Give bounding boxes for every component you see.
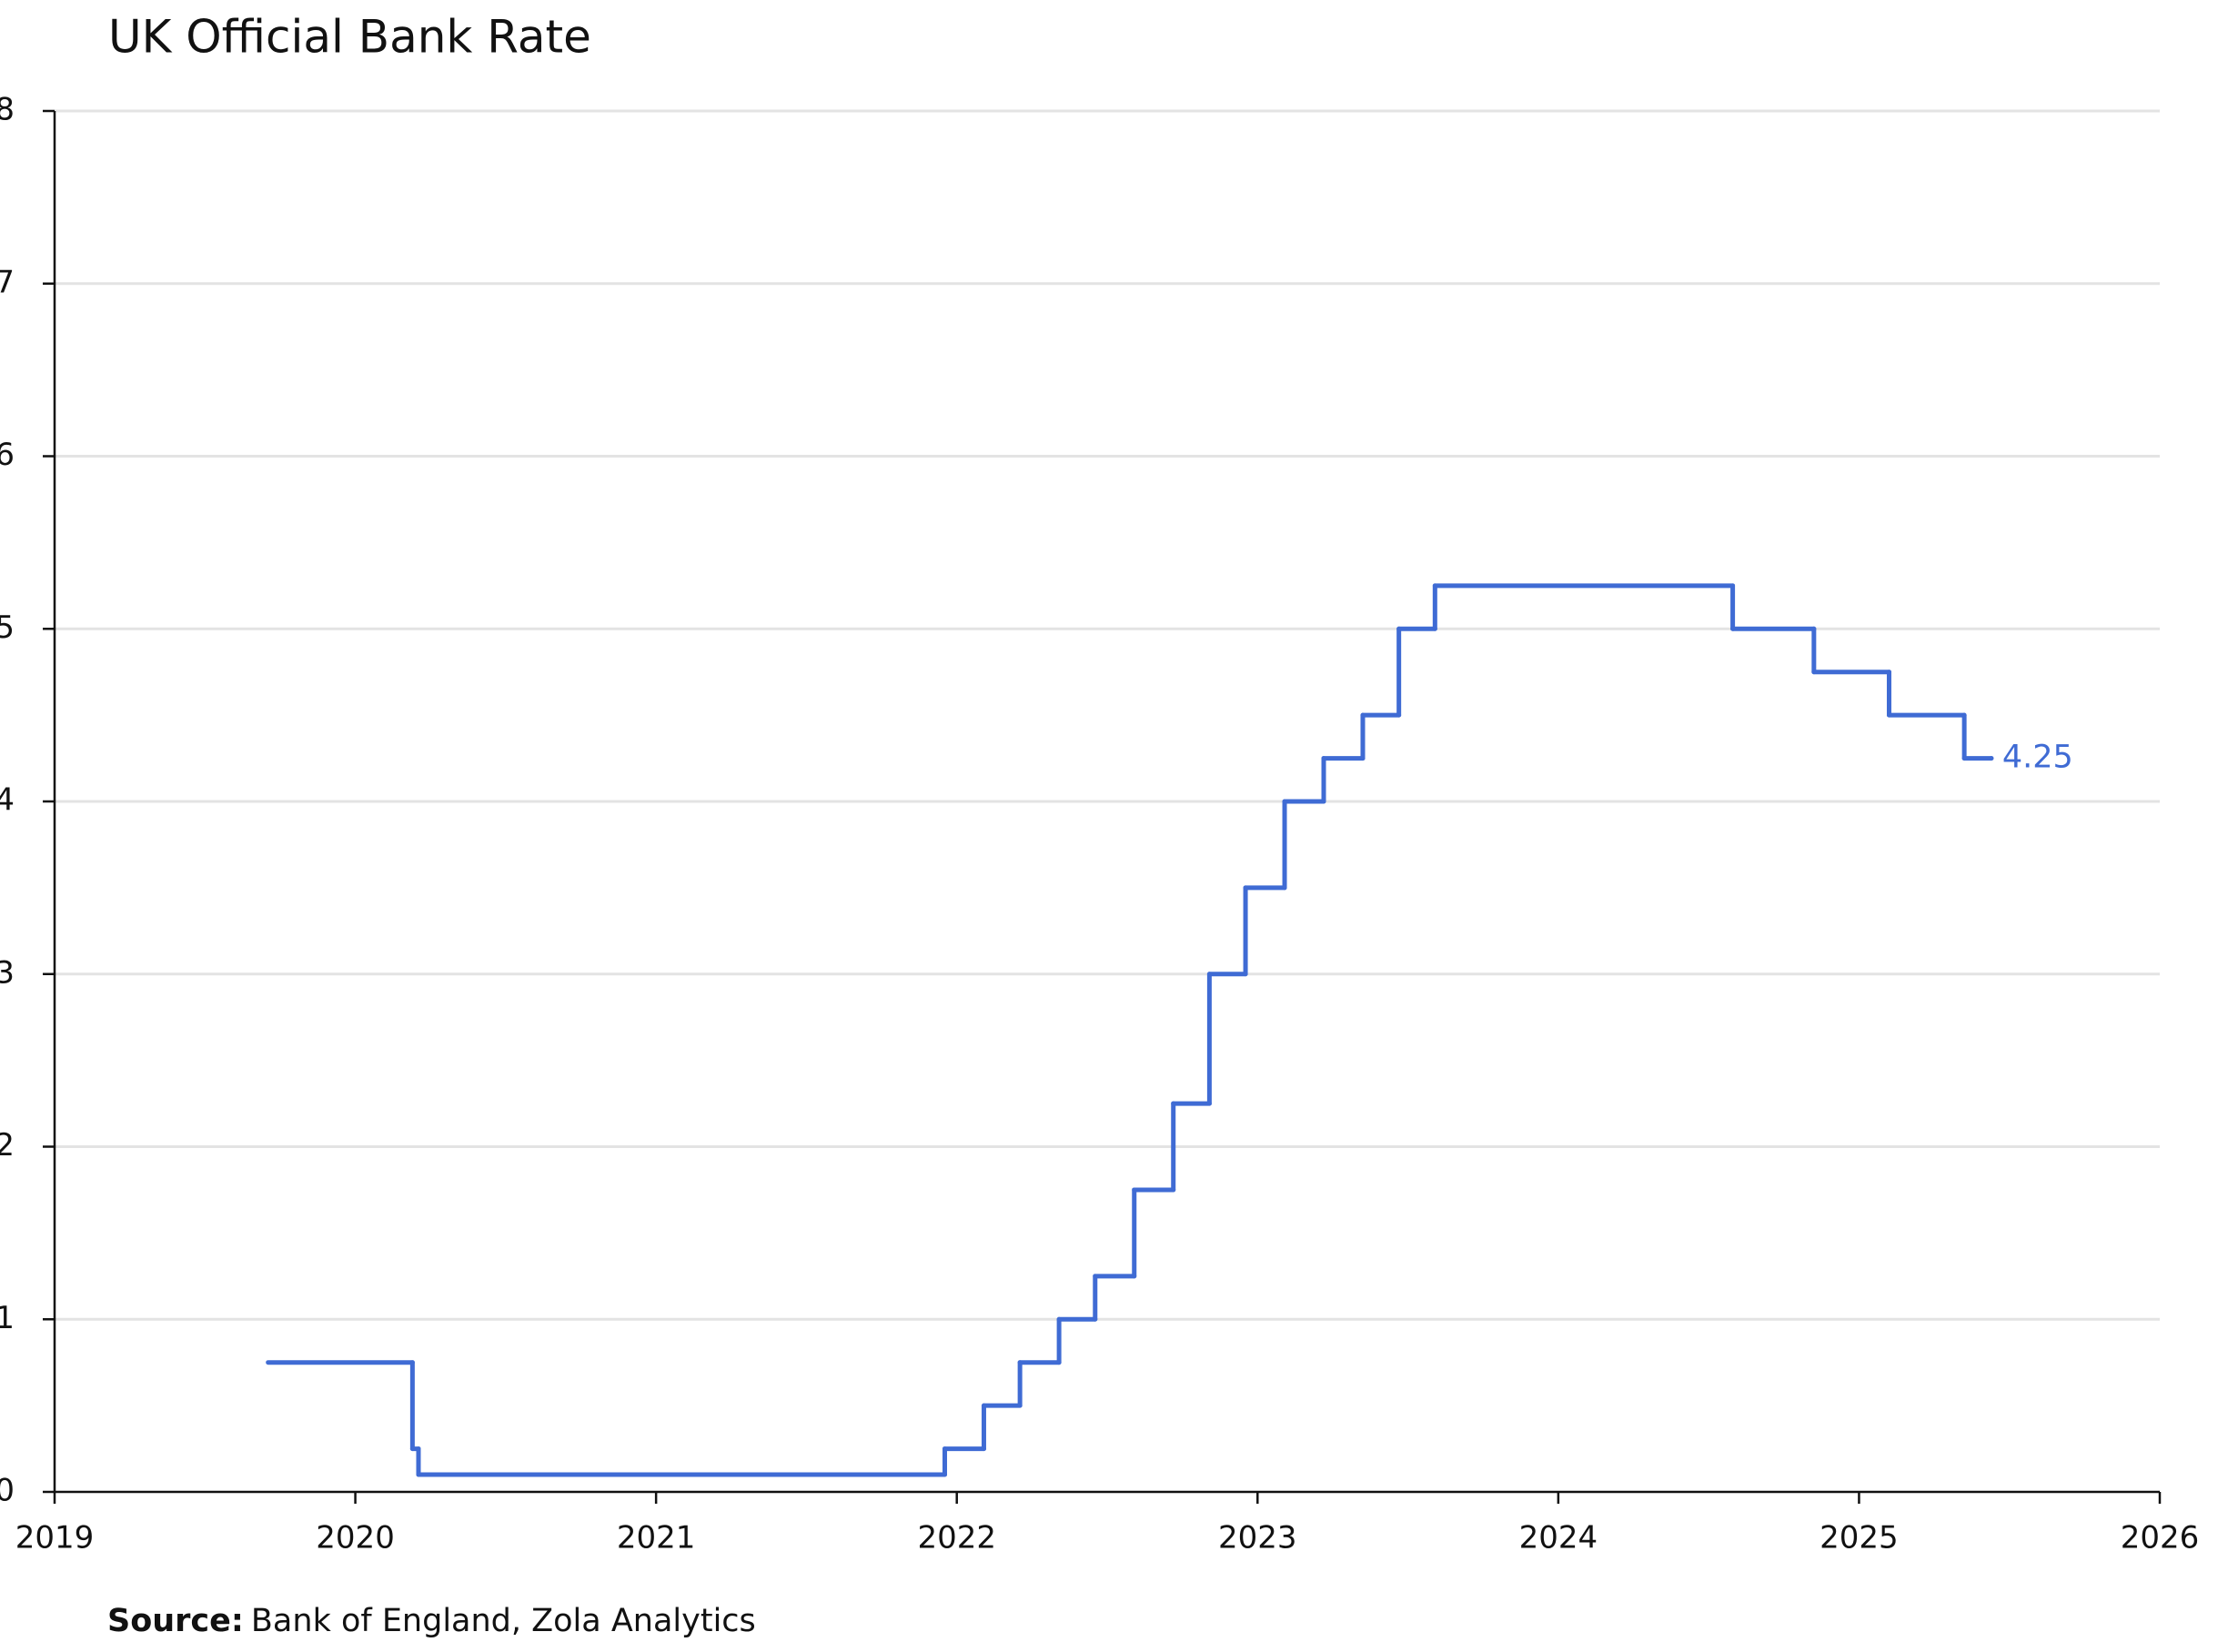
- y-tick-label: 5: [0, 609, 15, 646]
- source-label: Source:: [107, 1603, 244, 1639]
- x-tick-label: 2024: [1519, 1520, 1598, 1556]
- x-tick-label: 2023: [1218, 1520, 1297, 1556]
- y-tick-label: 0: [0, 1473, 15, 1509]
- source-note: Source: Bank of England, Zola Analytics: [107, 1603, 756, 1639]
- x-tick-label: 2021: [617, 1520, 696, 1556]
- y-tick-label: 7: [0, 264, 15, 300]
- end-value-label: 4.25: [2002, 740, 2073, 776]
- y-tick-label: 3: [0, 954, 15, 991]
- y-tick-label: 1: [0, 1300, 15, 1336]
- source-text: Bank of England, Zola Analytics: [251, 1603, 756, 1639]
- x-tick-label: 2022: [917, 1520, 996, 1556]
- x-tick-label: 2025: [1820, 1520, 1899, 1556]
- y-tick-label: 4: [0, 782, 15, 819]
- y-tick-label: 2: [0, 1127, 15, 1163]
- chart-title: UK Official Bank Rate: [108, 11, 591, 64]
- x-tick-label: 2020: [316, 1520, 395, 1556]
- y-tick-label: 6: [0, 437, 15, 473]
- x-tick-label: 2026: [2121, 1520, 2200, 1556]
- x-tick-label: 2019: [15, 1520, 95, 1556]
- y-tick-label: 8: [0, 92, 15, 128]
